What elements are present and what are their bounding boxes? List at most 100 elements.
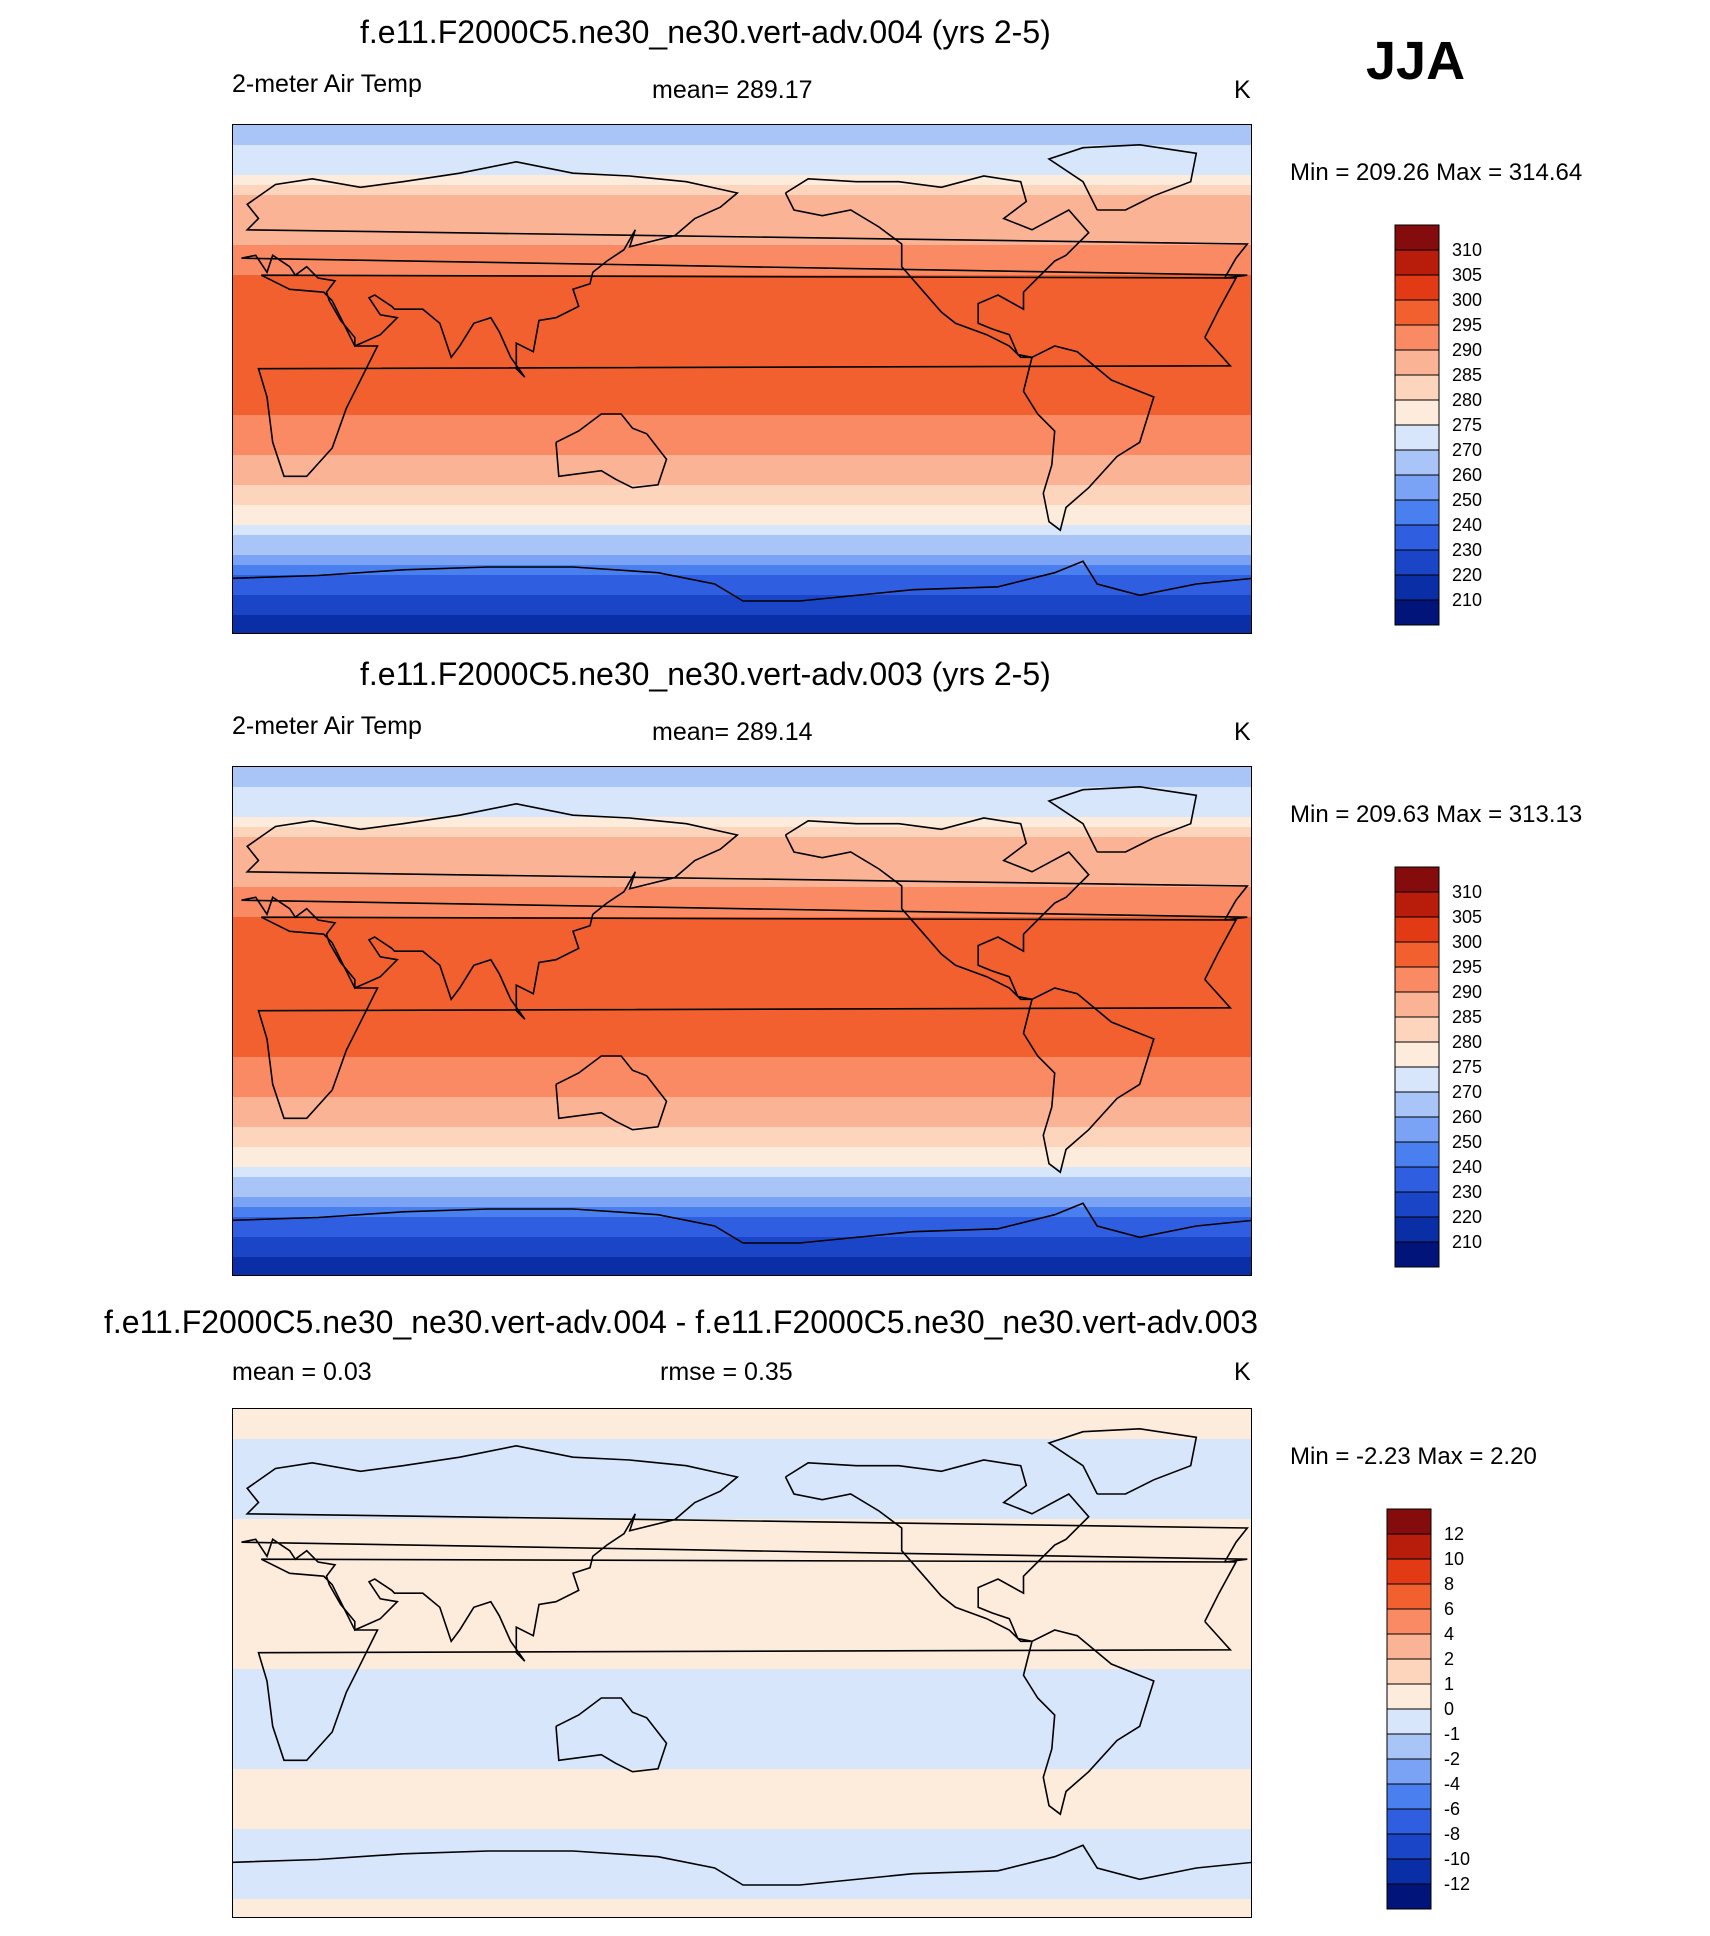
colorbar-label: 210 (1452, 590, 1482, 610)
colorbar-label: 250 (1452, 1132, 1482, 1152)
coastline-6 (233, 560, 1251, 602)
contour-band (233, 1509, 1251, 1519)
colorbar-label: 275 (1452, 1057, 1482, 1077)
contour-band (233, 395, 1251, 405)
contour-band (233, 1067, 1251, 1077)
contour-band (233, 1599, 1251, 1609)
colorbar-box (1394, 224, 1440, 251)
coastline-6 (233, 1844, 1251, 1886)
contour-band (233, 345, 1251, 355)
coastline-1 (257, 916, 1238, 1120)
contour-band (233, 1709, 1251, 1719)
colorbar-label: 300 (1452, 290, 1482, 310)
contour-band (233, 555, 1251, 565)
colorbar-box (1394, 1191, 1440, 1218)
contour-band (233, 1197, 1251, 1207)
contour-band (233, 525, 1251, 535)
contour-band (233, 1227, 1251, 1237)
contour-band (233, 1529, 1251, 1539)
contour-band (233, 1247, 1251, 1257)
contour-band (233, 275, 1251, 285)
colorbar-label: 8 (1444, 1574, 1454, 1594)
panel-1-minmax: Min = 209.26 Max = 314.64 (1290, 159, 1583, 186)
colorbar-label: 4 (1444, 1624, 1454, 1644)
panel-2-colorbar: 310 305 300 295 290 285 280 275 270 260 250 240 230 2… (1394, 866, 1514, 1272)
coastlines (233, 785, 1251, 1244)
coastline-3 (784, 175, 1090, 359)
colorbar-box (1394, 349, 1440, 376)
contour-band (233, 415, 1251, 425)
contour-band (233, 1819, 1251, 1829)
coastline-3 (784, 817, 1090, 1001)
contour-band (233, 465, 1251, 475)
panel-1-colorbar: 310 305 300 295 290 285 280 275 270 260 250 240 230 2… (1394, 224, 1514, 630)
contour-band (233, 1639, 1251, 1649)
contour-band (233, 1499, 1251, 1509)
colorbar-label: -8 (1444, 1824, 1460, 1844)
contour-band (233, 425, 1251, 435)
contour-band (233, 797, 1251, 807)
contour-band (233, 967, 1251, 977)
colorbar-label: 285 (1452, 1007, 1482, 1027)
colorbar-box (1394, 574, 1440, 601)
contour-band (233, 235, 1251, 245)
contour-band (233, 455, 1251, 465)
contour-band (233, 867, 1251, 877)
contour-band (233, 1629, 1251, 1639)
contour-band (233, 215, 1251, 225)
colorbar-label: -1 (1444, 1724, 1460, 1744)
contour-band (233, 1699, 1251, 1709)
coastline-0 (241, 160, 1249, 378)
contour-band (233, 807, 1251, 817)
colorbar-box (1394, 599, 1440, 626)
contour-band (233, 1909, 1251, 1917)
contour-band (233, 817, 1251, 827)
contour-band (233, 1829, 1251, 1839)
contour-band (233, 125, 1251, 135)
colorbar-box (1386, 1708, 1432, 1735)
colorbar-box (1386, 1883, 1432, 1910)
panel-3-contour-plot (233, 1409, 1251, 1917)
panel-2-variable: 2-meter Air Temp (232, 712, 422, 740)
contour-band (233, 185, 1251, 195)
contour-band (233, 1839, 1251, 1849)
colorbar-label: 280 (1452, 390, 1482, 410)
contour-band (233, 1809, 1251, 1819)
panel-1-title: f.e11.F2000C5.ne30_ne30.vert-adv.004 (yr… (360, 14, 1051, 50)
coastline-5 (1047, 785, 1198, 853)
colorbar-label: 305 (1452, 907, 1482, 927)
contour-band (233, 1037, 1251, 1047)
colorbar-label: 220 (1452, 565, 1482, 585)
panel-2-minmax: Min = 209.63 Max = 313.13 (1290, 801, 1583, 828)
coastline-4 (1022, 345, 1155, 532)
contour-band (233, 1097, 1251, 1107)
contour-band (233, 135, 1251, 145)
contour-band (233, 575, 1251, 585)
contour-band (233, 245, 1251, 255)
contour-band (233, 295, 1251, 305)
colorbar-box (1394, 1091, 1440, 1118)
colorbar-box (1386, 1683, 1432, 1710)
colorbar-label: 1 (1444, 1674, 1454, 1694)
contour-band (233, 1077, 1251, 1087)
contour-band (233, 565, 1251, 575)
contour-band (233, 225, 1251, 235)
contour-band (233, 155, 1251, 165)
colorbar-box (1394, 1116, 1440, 1143)
contour-band (233, 1759, 1251, 1769)
coastline-6 (233, 1202, 1251, 1244)
contour-band (233, 1257, 1251, 1267)
contour-band (233, 787, 1251, 797)
colorbar-box (1394, 449, 1440, 476)
colorbar-label: 6 (1444, 1599, 1454, 1619)
colorbar-box (1386, 1558, 1432, 1585)
contour-band (233, 145, 1251, 155)
colorbar-label: 0 (1444, 1699, 1454, 1719)
contour-band (233, 265, 1251, 275)
contour-band (233, 1167, 1251, 1177)
contour-band (233, 385, 1251, 395)
contour-band (233, 195, 1251, 205)
contour-band (233, 1439, 1251, 1449)
colorbar-box (1386, 1833, 1432, 1860)
contour-band (233, 987, 1251, 997)
